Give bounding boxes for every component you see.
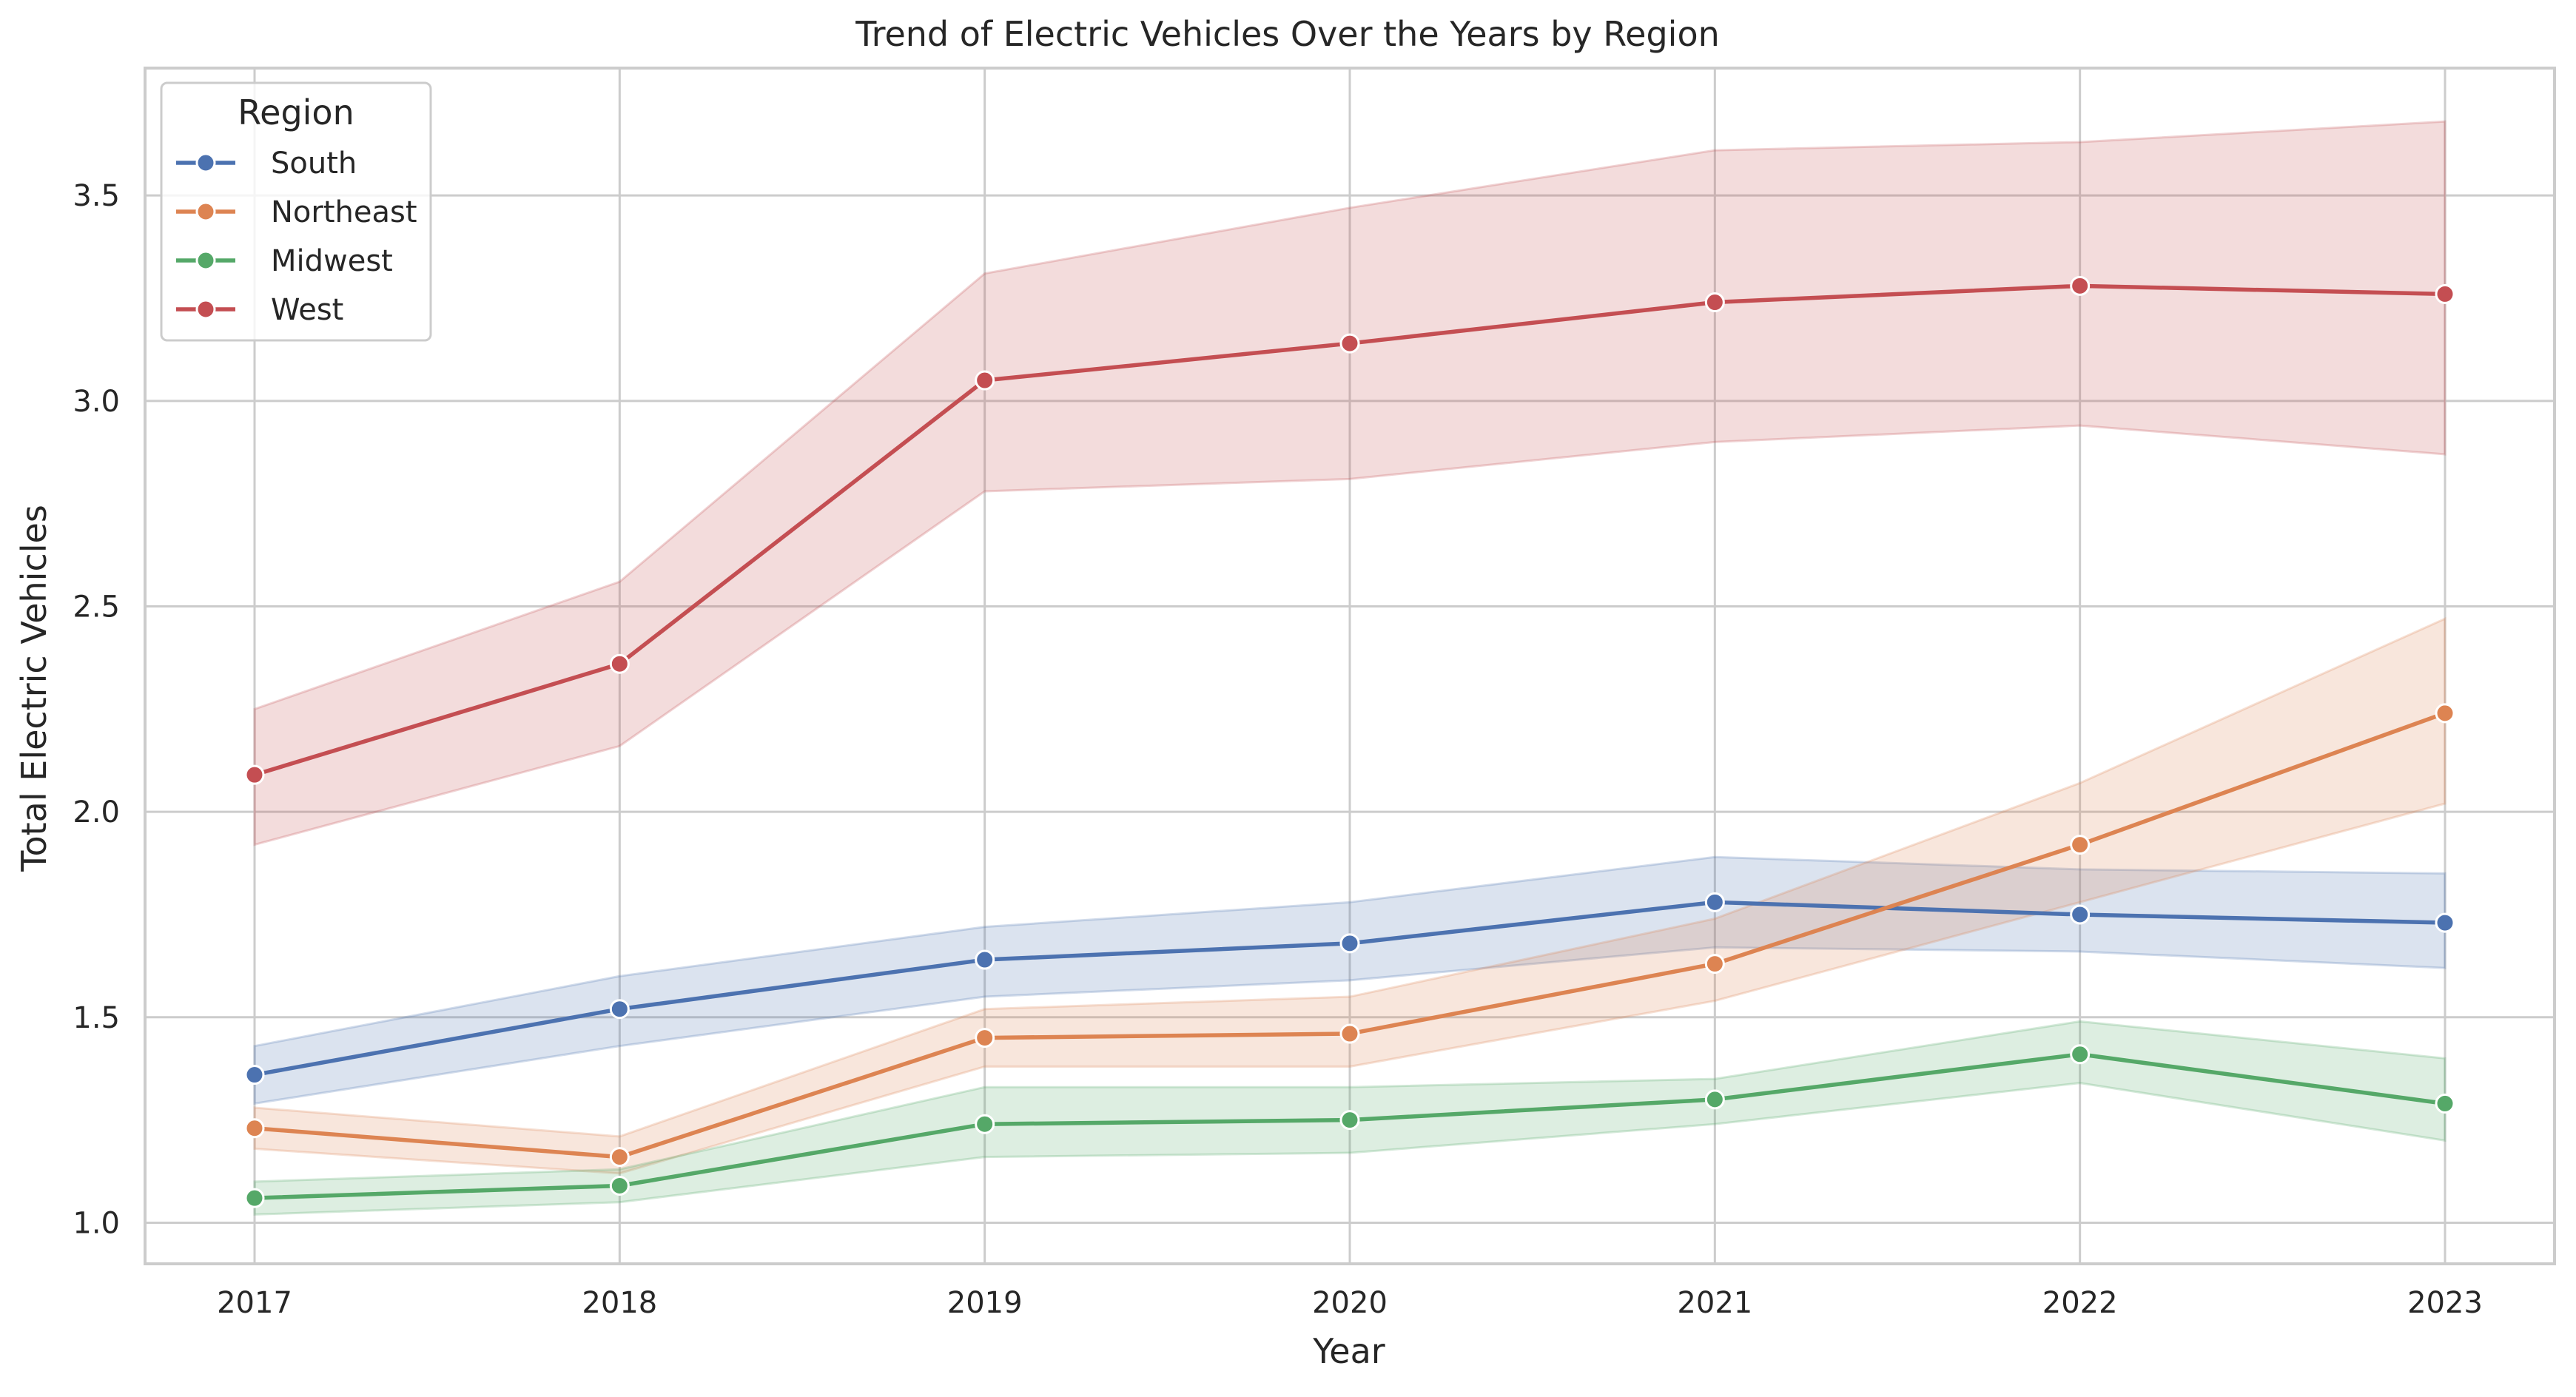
grid xyxy=(145,68,2555,1264)
legend-label-northeast: Northeast xyxy=(271,195,417,229)
legend-title: Region xyxy=(238,92,354,132)
data-point-west xyxy=(2070,275,2091,296)
legend-item-midwest: Midwest xyxy=(176,244,393,278)
legend-marker-midwest xyxy=(195,250,216,271)
data-point-south xyxy=(1339,933,1360,954)
data-point-midwest xyxy=(975,1114,995,1134)
series-markers xyxy=(244,275,2455,1208)
y-tick-label: 2.0 xyxy=(73,795,120,829)
x-tick-label: 2017 xyxy=(217,1286,292,1320)
data-point-south xyxy=(1704,892,1725,912)
x-tick-label: 2021 xyxy=(1677,1286,1752,1320)
data-point-south xyxy=(2070,904,2091,925)
legend-marker-northeast xyxy=(195,201,216,222)
data-point-northeast xyxy=(975,1028,995,1048)
legend-item-northeast: Northeast xyxy=(176,195,417,229)
data-point-west xyxy=(975,370,995,391)
data-point-midwest xyxy=(2070,1044,2091,1065)
plot-frame xyxy=(144,67,2556,1265)
legend-label-west: West xyxy=(271,293,343,327)
data-point-west xyxy=(609,653,630,674)
tick-labels: 2017 2018 2019 2020 2021 2022 2023 1.0 1.5 2.0 2.5… xyxy=(73,179,2483,1320)
y-axis-label: Total Electric Vehicles xyxy=(14,505,54,872)
data-point-northeast xyxy=(1339,1023,1360,1044)
y-tick-label: 1.5 xyxy=(73,1001,120,1035)
data-point-midwest xyxy=(1704,1089,1725,1110)
confidence-band-south xyxy=(253,855,2446,1105)
legend-item-west: West xyxy=(176,293,343,327)
data-point-south xyxy=(975,949,995,970)
data-point-south xyxy=(609,999,630,1020)
data-point-midwest xyxy=(1339,1110,1360,1131)
data-point-south xyxy=(2435,912,2455,933)
y-tick-label: 3.5 xyxy=(73,179,120,213)
x-tick-label: 2023 xyxy=(2407,1286,2483,1320)
chart-title: Trend of Electric Vehicles Over the Year… xyxy=(855,14,1720,54)
data-point-midwest xyxy=(609,1175,630,1196)
data-point-west xyxy=(244,764,265,785)
legend-items: South Northeast Midwest West xyxy=(176,147,417,327)
x-tick-label: 2019 xyxy=(947,1286,1023,1320)
y-tick-label: 3.0 xyxy=(73,385,120,419)
legend-marker-west xyxy=(195,299,216,320)
data-point-west xyxy=(1339,333,1360,354)
data-point-west xyxy=(2435,283,2455,304)
legend-item-south: South xyxy=(176,147,357,181)
data-point-northeast xyxy=(2070,835,2091,855)
y-tick-label: 1.0 xyxy=(73,1206,120,1240)
data-point-west xyxy=(1704,292,1725,313)
x-axis-label: Year xyxy=(1312,1331,1385,1371)
legend-label-south: South xyxy=(271,147,357,181)
legend: Region South Northeast Midwest West xyxy=(160,81,432,342)
legend-marker-south xyxy=(195,152,216,173)
data-point-northeast xyxy=(609,1147,630,1168)
data-point-midwest xyxy=(244,1188,265,1208)
data-point-midwest xyxy=(2435,1093,2455,1114)
data-point-northeast xyxy=(244,1118,265,1139)
y-tick-label: 2.5 xyxy=(73,590,120,624)
x-tick-label: 2022 xyxy=(2042,1286,2118,1320)
confidence-band-west xyxy=(253,120,2446,846)
data-point-south xyxy=(244,1065,265,1085)
x-tick-label: 2018 xyxy=(582,1286,657,1320)
legend-box xyxy=(160,81,432,342)
confidence-band-northeast xyxy=(253,616,2446,1175)
data-point-northeast xyxy=(1704,954,1725,974)
x-tick-label: 2020 xyxy=(1312,1286,1388,1320)
data-point-northeast xyxy=(2435,703,2455,724)
legend-label-midwest: Midwest xyxy=(271,244,393,278)
